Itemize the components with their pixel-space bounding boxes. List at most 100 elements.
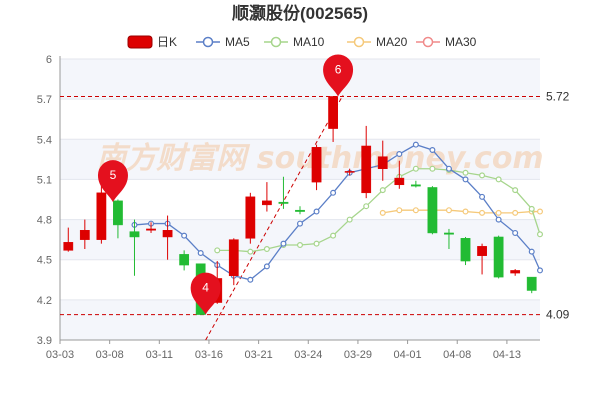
ma10-point	[429, 165, 436, 172]
ma5-line	[134, 143, 541, 281]
candle-body	[427, 187, 438, 234]
candle-body	[63, 242, 74, 251]
ma10-point	[363, 203, 370, 210]
candle-body	[129, 231, 140, 238]
x-tick-label: 03-21	[245, 349, 273, 361]
legend-label: MA30	[445, 35, 477, 49]
x-tick-label: 03-11	[146, 349, 173, 361]
candle-body	[295, 209, 305, 212]
event-pin: 6	[323, 54, 354, 97]
legend[interactable]: 日K MA5 MA10 MA20 MA30	[127, 35, 477, 49]
ma10-point	[495, 176, 502, 183]
legend-item-ma30[interactable]: MA30	[416, 35, 477, 49]
candle-body	[361, 145, 372, 194]
ma10-point	[412, 165, 419, 172]
candle-body	[510, 270, 521, 274]
legend-point-swatch	[202, 36, 214, 48]
candle-body	[278, 201, 289, 204]
candle-body	[96, 192, 107, 240]
candle-body	[113, 200, 123, 226]
grid-band	[60, 299, 540, 340]
pin-marker	[323, 54, 354, 97]
y-tick-label: 5.1	[37, 174, 52, 186]
grid-band	[60, 59, 540, 100]
candle-body	[493, 236, 504, 278]
ma5-point	[528, 248, 535, 255]
y-tick-label: 4.8	[37, 215, 52, 227]
legend-label: MA5	[225, 35, 250, 49]
event-pin: 4	[190, 272, 221, 315]
ma10-point	[462, 169, 469, 176]
legend-label: 日K	[157, 35, 177, 49]
ma20-point	[379, 209, 386, 216]
ma10-point	[536, 231, 543, 238]
candle-body	[394, 177, 405, 186]
legend-label: MA20	[376, 35, 408, 49]
legend-point-swatch	[353, 36, 365, 48]
candle-body	[460, 238, 471, 262]
ma5-point	[412, 141, 419, 148]
pin-label: 6	[335, 62, 342, 76]
ma5-point	[280, 240, 287, 247]
ma5-point	[479, 193, 486, 200]
legend-point-swatch	[422, 36, 434, 48]
candle-body	[228, 239, 239, 277]
ma10-point	[214, 247, 221, 254]
x-tick-label: 03-29	[344, 349, 372, 361]
candle-body	[311, 147, 322, 183]
ma5-point	[263, 263, 270, 270]
pin-marker	[97, 160, 128, 203]
legend-item-ma10[interactable]: MA10	[264, 35, 325, 49]
reference-lines: 5.72 4.09	[60, 89, 570, 322]
pin-marker	[190, 272, 221, 315]
ma10-point	[313, 240, 320, 247]
candle-body	[245, 196, 256, 239]
legend-label: MA10	[293, 35, 325, 49]
ma10-point	[512, 187, 519, 194]
x-tick-label: 03-16	[195, 349, 223, 361]
ma5-point	[445, 165, 452, 172]
ma5-point	[181, 232, 188, 239]
candle-body	[162, 230, 173, 238]
ma20-point	[495, 209, 502, 216]
ma5-point	[396, 151, 403, 158]
ma5-point	[429, 146, 436, 153]
candle-body	[477, 246, 487, 256]
chart-title: 顺灏股份(002565)	[232, 3, 368, 23]
y-tick-label: 6	[46, 54, 52, 66]
candle-body	[377, 156, 388, 169]
ma5-point	[512, 229, 519, 236]
pin-label: 4	[202, 281, 209, 295]
ma10-point	[346, 216, 353, 223]
ma20-point	[536, 208, 543, 215]
ma10-point	[297, 241, 304, 248]
ma20-point	[412, 207, 419, 214]
ma5-point	[247, 276, 254, 283]
candle-body	[262, 200, 272, 206]
x-tick-label: 04-08	[443, 349, 471, 361]
y-tick-label: 4.5	[37, 255, 52, 267]
ma5-point	[313, 208, 320, 215]
ma20-point	[512, 209, 519, 216]
ma20-point	[462, 208, 469, 215]
ma10-point	[479, 172, 486, 179]
x-tick-label: 04-01	[394, 349, 422, 361]
candle-body	[79, 230, 90, 240]
reference-label: 5.72	[546, 89, 570, 103]
legend-item-k[interactable]: 日K	[127, 35, 177, 49]
ma20-point	[396, 207, 403, 214]
ma10-point	[263, 246, 270, 253]
y-tick-label: 3.9	[37, 335, 52, 347]
ma5-point	[330, 189, 337, 196]
legend-item-ma20[interactable]: MA20	[347, 35, 408, 49]
y-tick-label: 5.4	[37, 134, 52, 146]
x-tick-label: 03-03	[46, 349, 74, 361]
legend-item-ma5[interactable]: MA5	[196, 35, 250, 49]
grid-band	[60, 99, 540, 140]
x-axis: 03-03 03-08 03-11 03-16 03-21 03-24 03-29 04-01…	[46, 339, 540, 361]
candle-body	[344, 171, 355, 173]
pin-label: 5	[110, 168, 117, 182]
ma5-point	[536, 267, 543, 274]
ma10-point	[528, 205, 535, 212]
